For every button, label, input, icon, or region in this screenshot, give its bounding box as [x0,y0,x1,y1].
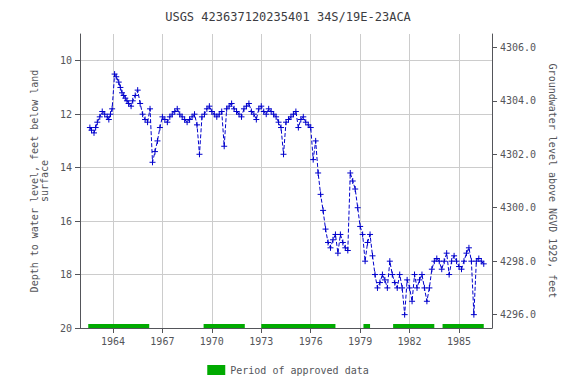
svg-text:18: 18 [60,269,72,280]
svg-text:20: 20 [60,323,72,334]
svg-text:4304.0: 4304.0 [500,95,536,106]
svg-text:1964: 1964 [101,336,125,347]
svg-text:Period of approved data: Period of approved data [230,365,368,376]
svg-text:1970: 1970 [200,336,224,347]
svg-text:USGS 423637120235401 34S/19E-2: USGS 423637120235401 34S/19E-23ACA [165,10,411,24]
svg-text:10: 10 [60,55,72,66]
svg-text:1976: 1976 [299,336,323,347]
svg-text:14: 14 [60,162,72,173]
svg-text:Depth to water level, feet bel: Depth to water level, feet below land [28,69,40,293]
svg-text:1982: 1982 [398,336,422,347]
svg-text:1985: 1985 [447,336,471,347]
svg-text:4302.0: 4302.0 [500,149,536,160]
svg-text:4300.0: 4300.0 [500,202,536,213]
svg-text:16: 16 [60,216,72,227]
svg-text:1979: 1979 [348,336,372,347]
svg-text:1967: 1967 [150,336,174,347]
svg-text:Groundwater level above NGVD 1: Groundwater level above NGVD 1929, feet [547,64,558,299]
svg-text:4306.0: 4306.0 [500,42,536,53]
svg-text:1973: 1973 [249,336,273,347]
svg-text:surface: surface [39,160,50,202]
svg-text:4296.0: 4296.0 [500,309,536,320]
svg-text:4298.0: 4298.0 [500,256,536,267]
svg-text:12: 12 [60,109,72,120]
